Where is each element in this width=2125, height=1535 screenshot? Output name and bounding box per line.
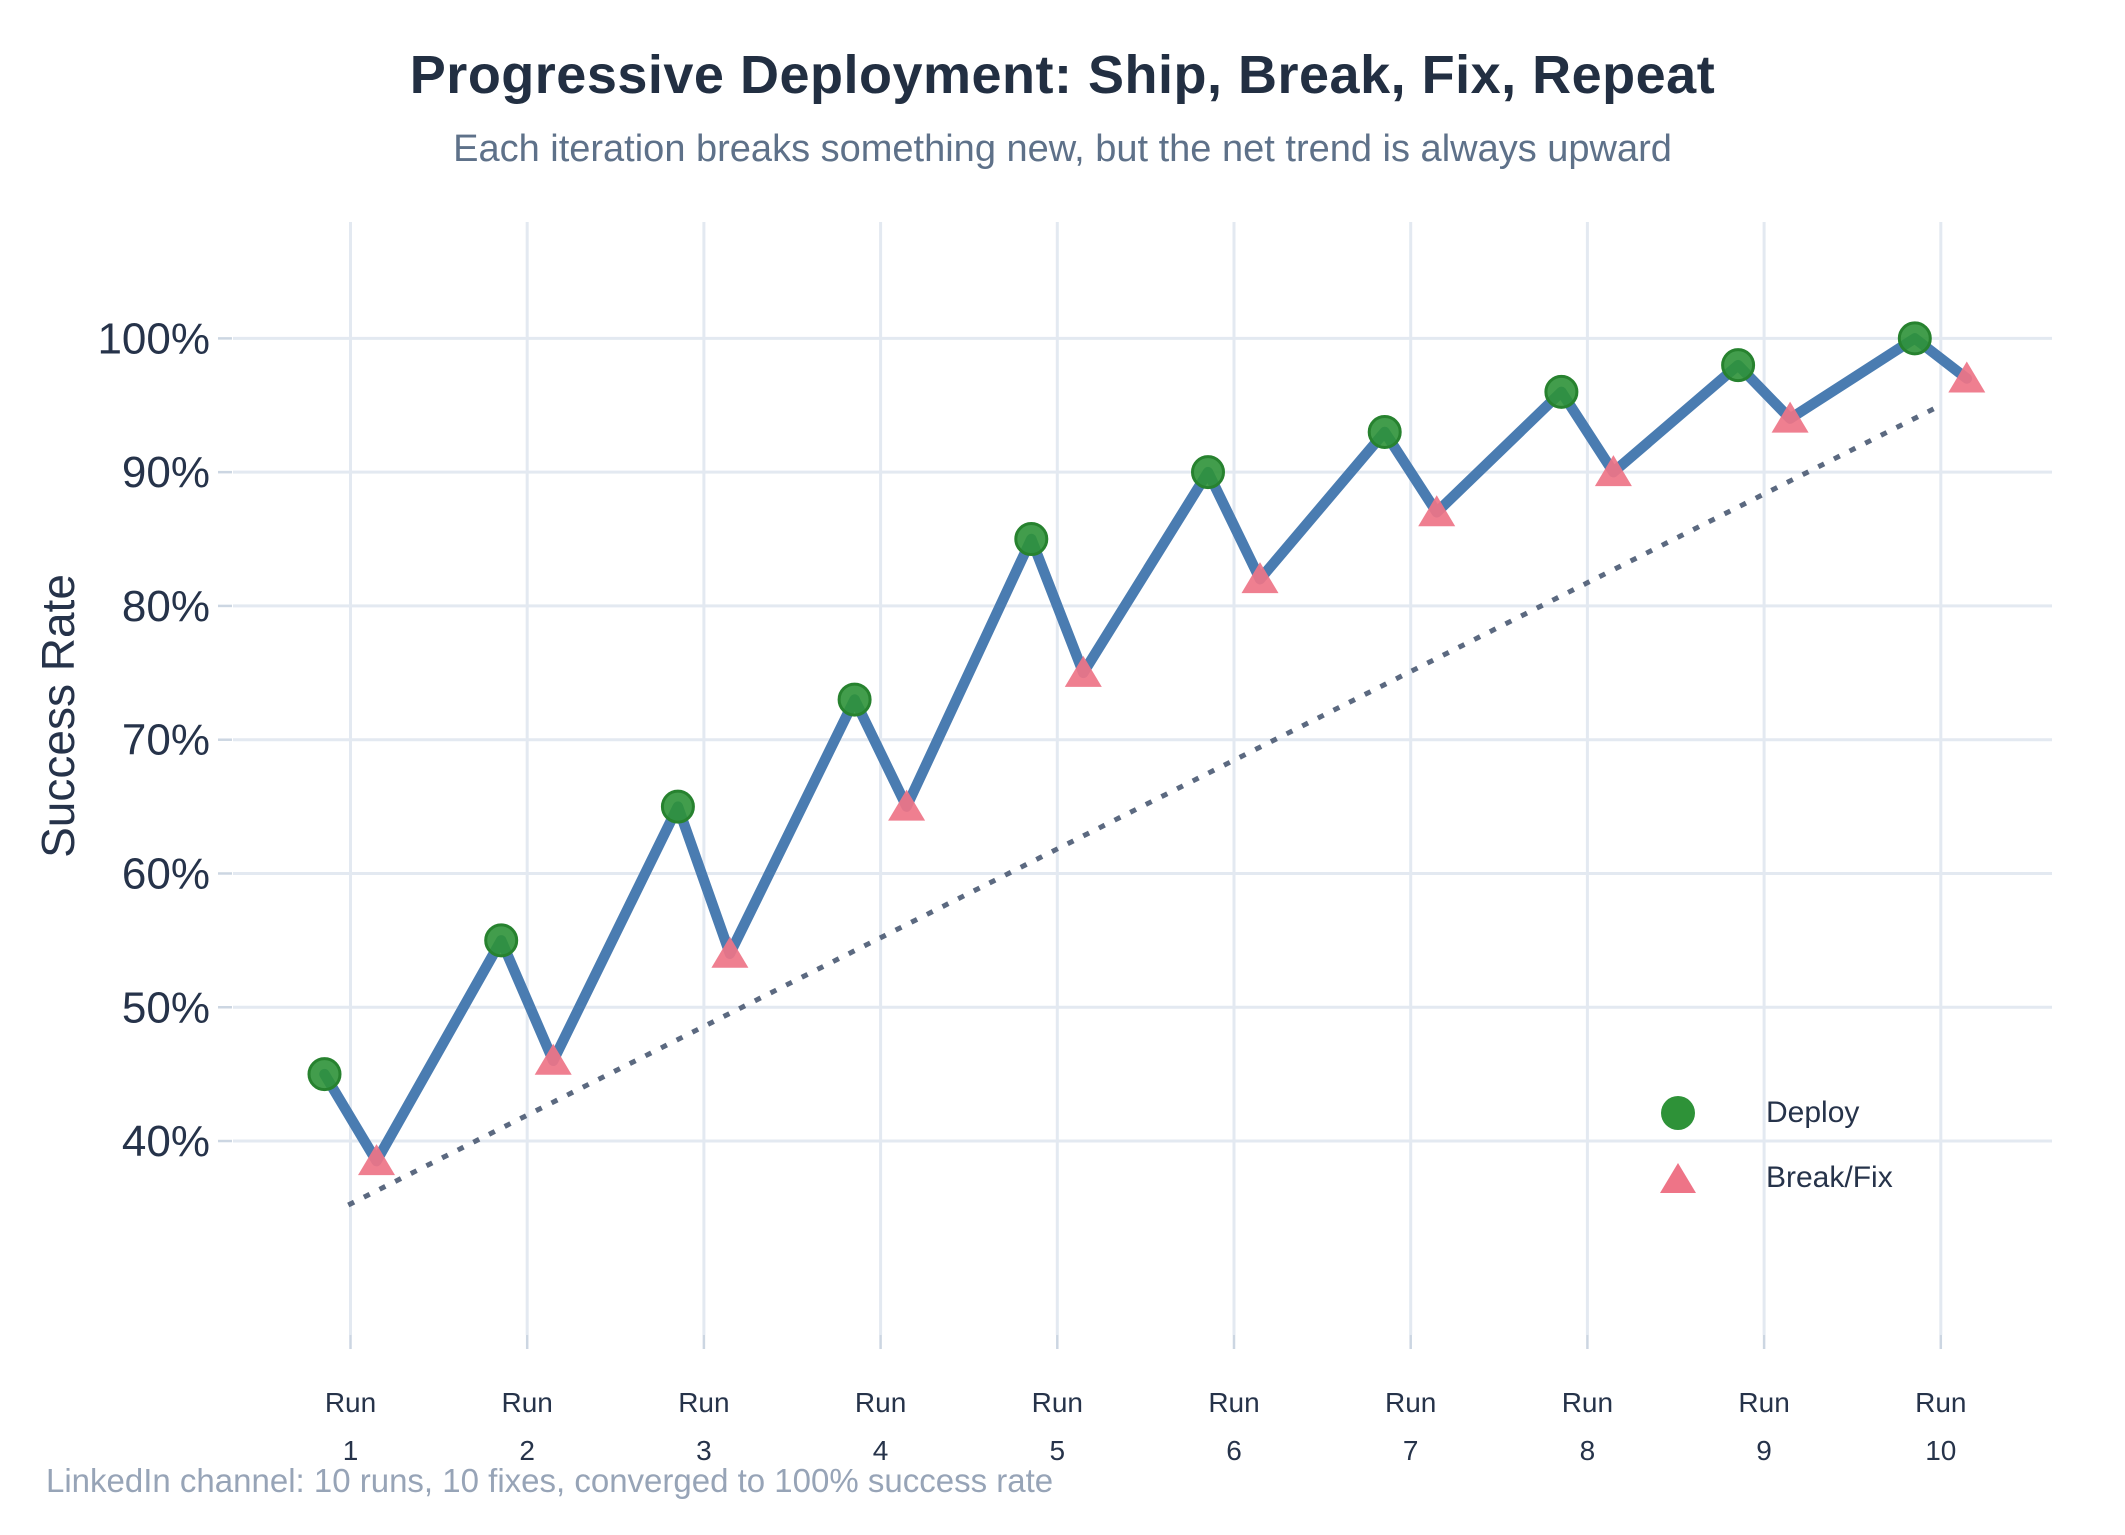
y-tick-label-60: 60%	[122, 849, 210, 898]
chart-footer-note: LinkedIn channel: 10 runs, 10 fixes, con…	[46, 1462, 1054, 1499]
breakfix-point-run-10	[1948, 361, 1986, 393]
deploy-point-run-5	[1014, 522, 1049, 557]
breakfix-point-run-4	[888, 789, 926, 821]
y-tick-label-70: 70%	[122, 716, 210, 765]
chart-subtitle: Each iteration breaks something new, but…	[453, 128, 1672, 170]
deploy-marker-cell	[1648, 1096, 1708, 1130]
legend-item-breakfix: Break/Fix	[1648, 1150, 1893, 1206]
deploy-point-run-10	[1897, 321, 1932, 356]
y-tick-label-40: 40%	[122, 1117, 210, 1166]
breakfix-marker-cell	[1648, 1163, 1708, 1193]
breakfix-point-run-9	[1771, 401, 1809, 433]
x-tick-label-run-8: Run 8	[1562, 1387, 1613, 1466]
deploy-point-run-2	[484, 923, 519, 958]
x-tick-label-run-3: Run 3	[678, 1387, 729, 1466]
series-line	[319, 333, 1973, 1167]
legend-label-breakfix: Break/Fix	[1766, 1161, 1893, 1194]
y-tick-label-100: 100%	[97, 314, 210, 363]
y-axis-title: Success Rate	[32, 574, 84, 858]
x-tick-label-run-1: Run 1	[325, 1387, 376, 1466]
breakfix-point-run-2	[534, 1043, 572, 1075]
legend: Deploy Break/Fix	[1648, 1085, 1893, 1215]
deploy-point-run-7	[1367, 415, 1402, 450]
deploy-point-run-9	[1721, 348, 1756, 383]
breakfix-point-run-5	[1064, 655, 1102, 687]
x-tick-label-run-4: Run 4	[855, 1387, 906, 1466]
breakfix-point-run-8	[1594, 455, 1632, 487]
deploy-point-run-4	[837, 682, 872, 717]
deploy-point-run-8	[1544, 374, 1579, 409]
breakfix-point-run-3	[711, 936, 749, 968]
breakfix-point-run-1	[358, 1144, 395, 1176]
y-tick-label-80: 80%	[122, 582, 210, 631]
x-tick-label-run-10: Run 10	[1915, 1387, 1966, 1466]
deploy-circle-icon	[1661, 1096, 1695, 1130]
breakfix-point-run-7	[1418, 495, 1456, 527]
y-tick-label-50: 50%	[122, 983, 210, 1032]
x-tick-label-run-6: Run 6	[1208, 1387, 1259, 1466]
chart-title: Progressive Deployment: Ship, Break, Fix…	[409, 45, 1716, 105]
deploy-point-run-1	[307, 1057, 342, 1092]
breakfix-point-run-6	[1241, 562, 1279, 594]
x-tick-label-run-9: Run 9	[1738, 1387, 1789, 1466]
legend-item-deploy: Deploy	[1648, 1085, 1893, 1141]
trend-line	[347, 401, 1945, 1208]
x-tick-label-run-7: Run 7	[1385, 1387, 1436, 1466]
legend-label-deploy: Deploy	[1766, 1096, 1860, 1129]
y-tick-label-90: 90%	[122, 448, 210, 497]
x-tick-label-run-5: Run 5	[1032, 1387, 1083, 1466]
deploy-point-run-3	[660, 789, 695, 824]
deploy-point-run-6	[1191, 455, 1225, 490]
x-tick-label-run-2: Run 2	[502, 1387, 553, 1466]
breakfix-triangle-icon	[1660, 1163, 1696, 1193]
